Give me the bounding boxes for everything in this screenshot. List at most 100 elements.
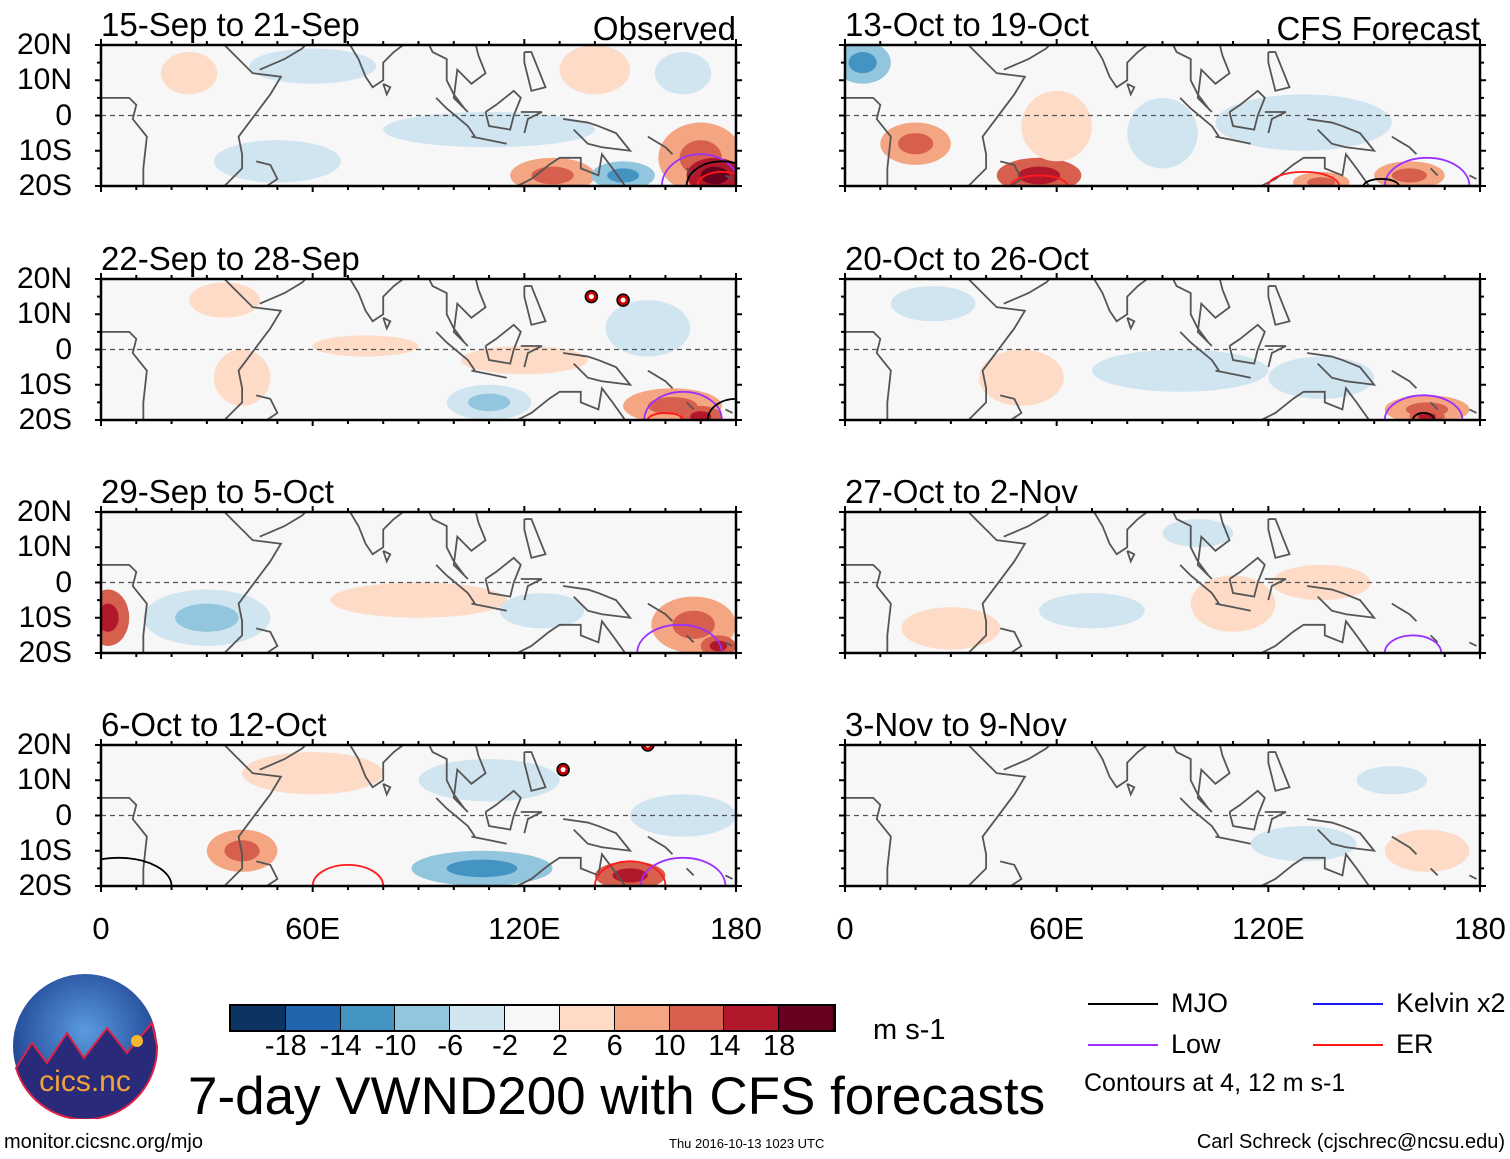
- coastline: [1003, 745, 1051, 771]
- legend-label: Low: [1171, 1029, 1221, 1059]
- colorbar-label: 10: [653, 1030, 686, 1062]
- x-tick-label: 0: [836, 911, 854, 946]
- coastline: [101, 796, 148, 886]
- coastline: [382, 549, 392, 564]
- anomaly-region: [654, 52, 712, 95]
- coastline: [1215, 135, 1251, 145]
- anomaly-core: [897, 133, 934, 155]
- coastline: [256, 860, 279, 886]
- anomaly-region: [1215, 94, 1392, 151]
- coastline: [259, 745, 307, 771]
- coastline: [435, 564, 476, 605]
- coastline: [1000, 860, 1023, 886]
- colorbar-label: -18: [264, 1030, 307, 1062]
- coastline: [256, 627, 279, 653]
- coastline: [647, 835, 674, 855]
- coastline: [1307, 585, 1377, 619]
- coastline: [256, 394, 279, 420]
- anomaly-core: [531, 166, 574, 185]
- colorbar-swatch: [450, 1006, 506, 1030]
- anomaly-core: [607, 168, 639, 183]
- coastline: [515, 852, 627, 886]
- coastline: [1172, 279, 1231, 347]
- coastline: [515, 386, 627, 420]
- tropical-cyclone-icon: [641, 745, 655, 752]
- anomaly-region: [242, 752, 384, 795]
- panel-title: 13-Oct to 19-Oct: [845, 6, 1089, 43]
- coastline: [1469, 174, 1477, 180]
- panel-source-label: Observed: [592, 10, 736, 47]
- coastline: [523, 518, 547, 559]
- low-contour: [661, 153, 736, 186]
- anomaly-core: [690, 411, 712, 420]
- x-tick-label: 180: [1454, 911, 1506, 946]
- coastline: [101, 330, 148, 420]
- colorbar-label: -2: [492, 1030, 518, 1062]
- coastline: [1259, 852, 1371, 886]
- coastline: [349, 745, 405, 789]
- coastline: [647, 369, 674, 389]
- coastline: [101, 96, 148, 186]
- low-contour: [643, 390, 723, 420]
- coastline: [435, 97, 476, 138]
- anomaly-core: [612, 868, 648, 883]
- coastline: [1228, 323, 1266, 365]
- coastline: [1259, 619, 1371, 653]
- coastline: [428, 745, 487, 813]
- anomaly-region: [460, 345, 588, 375]
- anomaly-region: [312, 335, 419, 357]
- coastline: [471, 135, 507, 145]
- cics-logo: cics.nc: [13, 974, 158, 1119]
- low-contour: [1383, 634, 1443, 653]
- anomaly-region: [1127, 97, 1198, 169]
- y-tick-label: 10N: [16, 297, 72, 331]
- anomaly-region: [901, 607, 1001, 650]
- anomaly-core: [1307, 177, 1336, 186]
- anomaly-region: [249, 48, 377, 84]
- coastline: [563, 818, 633, 852]
- coastline: [1172, 745, 1231, 813]
- colorbar-swatch: [614, 1006, 670, 1030]
- coastline: [382, 316, 392, 331]
- anomaly-region: [213, 140, 341, 183]
- footer-url[interactable]: monitor.cicsnc.org/mjo: [4, 1131, 203, 1153]
- coastline: [1429, 167, 1439, 177]
- coastline: [428, 45, 487, 113]
- coastline: [523, 51, 547, 92]
- y-tick-label: 20N: [16, 28, 72, 61]
- coastline: [471, 602, 507, 612]
- anomaly-core: [1391, 168, 1428, 183]
- coastline: [349, 45, 405, 89]
- coastline: [1391, 602, 1418, 622]
- coastline: [1093, 279, 1149, 323]
- coastline: [685, 401, 695, 411]
- map-panel: [95, 273, 742, 426]
- er-contour: [696, 171, 736, 186]
- map-panel: [839, 273, 1486, 426]
- y-tick-label: 20N: [16, 495, 72, 528]
- legend-swatch-kelvin: [1313, 1003, 1383, 1005]
- anomaly-region: [1268, 356, 1375, 399]
- x-tick-label: 0: [92, 911, 110, 946]
- low-contour: [639, 856, 727, 886]
- anomaly-region: [1091, 349, 1269, 392]
- coastline: [685, 634, 695, 644]
- anomaly-region: [559, 45, 631, 95]
- coastline: [1179, 564, 1220, 605]
- anomaly-region: [1356, 766, 1428, 795]
- colorbar-swatch: [285, 1006, 341, 1030]
- anomaly-region: [1039, 593, 1145, 629]
- colorbar-swatch: [669, 1006, 725, 1030]
- coastline: [1003, 512, 1051, 538]
- anomaly-region: [160, 52, 218, 95]
- coastline: [1307, 352, 1377, 386]
- coastline: [471, 369, 507, 379]
- coastline: [845, 512, 1027, 653]
- legend-swatch-mjo: [1088, 1003, 1158, 1005]
- coastline: [428, 279, 487, 347]
- anomaly-core: [101, 603, 119, 632]
- map-panel: [95, 39, 742, 192]
- anomaly-region: [1384, 829, 1470, 872]
- anomaly-core: [175, 603, 239, 632]
- coastline: [1000, 394, 1023, 420]
